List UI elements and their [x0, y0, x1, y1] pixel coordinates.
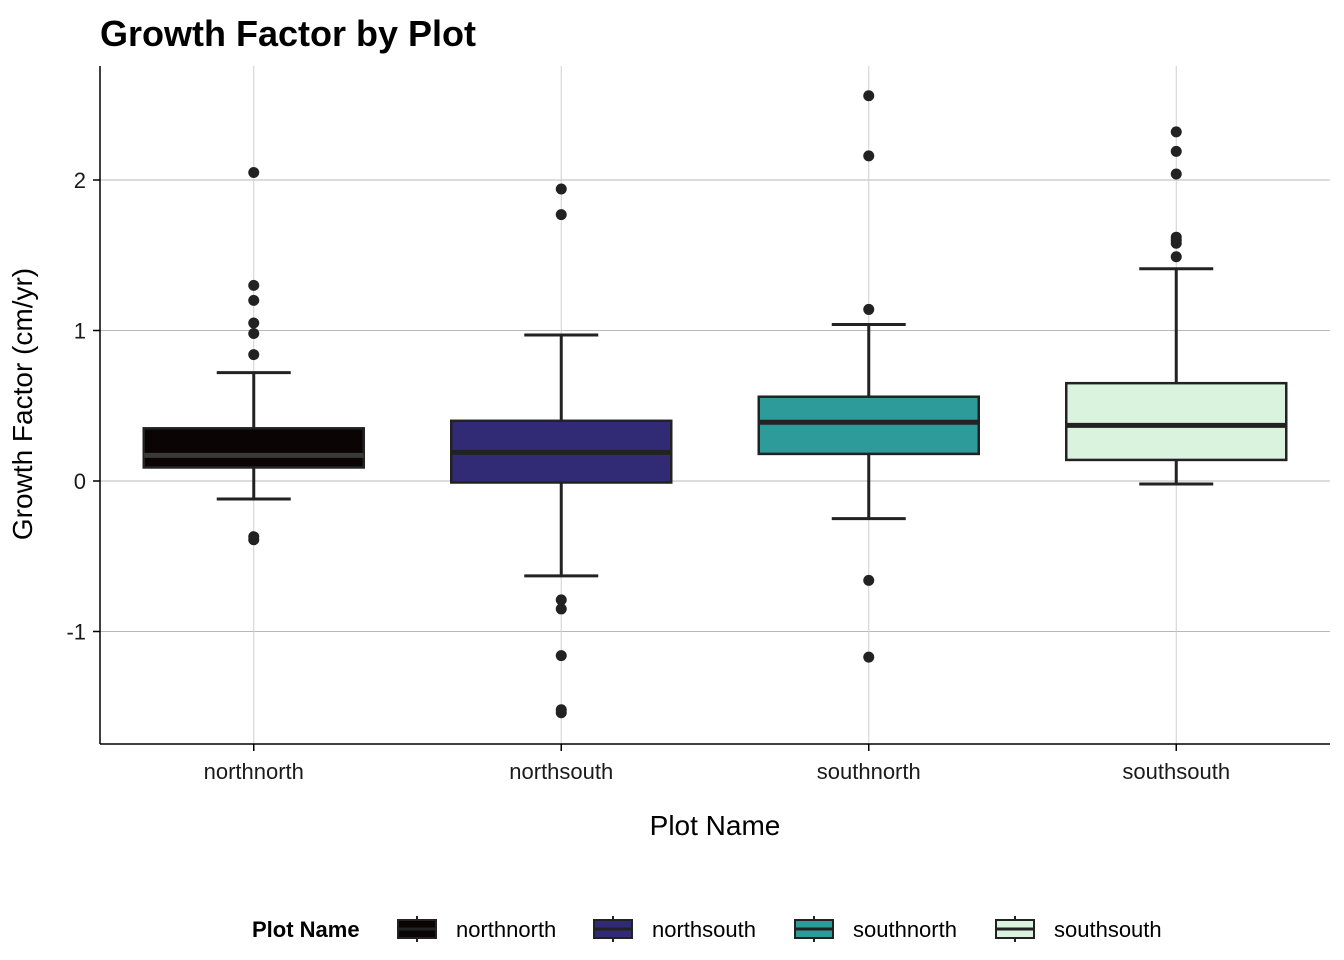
outlier-point — [863, 150, 875, 162]
x-tick-label: northnorth — [204, 759, 304, 784]
legend: Plot Name northnorth northsouth southnorth… — [252, 916, 1162, 942]
legend-item-southnorth: southnorth — [794, 916, 957, 942]
outlier-point — [1170, 168, 1182, 180]
outlier-point — [248, 328, 260, 340]
outlier-point — [555, 209, 567, 221]
box-northnorth — [142, 166, 365, 546]
box-southnorth — [757, 90, 980, 663]
outlier-point — [863, 651, 875, 663]
outlier-point — [1170, 237, 1182, 249]
y-tick-label: 2 — [74, 168, 86, 193]
iqr-box — [1065, 381, 1288, 462]
legend-label: southnorth — [853, 917, 957, 942]
outlier-point — [863, 574, 875, 586]
outlier-point — [1170, 126, 1182, 138]
legend-label: northnorth — [456, 917, 556, 942]
outlier-point — [863, 90, 875, 102]
outlier-point — [555, 650, 567, 662]
y-axis-ticks: -1 0 1 2 — [66, 168, 100, 645]
y-tick-label: -1 — [66, 620, 86, 645]
legend-item-northsouth: northsouth — [593, 916, 756, 942]
outlier-point — [555, 707, 567, 719]
outlier-point — [248, 349, 260, 361]
outlier-point — [248, 534, 260, 546]
x-axis-title: Plot Name — [650, 810, 781, 841]
outlier-point — [248, 317, 260, 329]
box-southsouth — [1065, 126, 1288, 486]
legend-label: southsouth — [1054, 917, 1162, 942]
box-northsouth — [450, 183, 673, 719]
outlier-point — [555, 594, 567, 606]
y-tick-label: 0 — [74, 469, 86, 494]
legend-item-northnorth: northnorth — [397, 916, 556, 942]
outlier-point — [1170, 145, 1182, 157]
chart-title: Growth Factor by Plot — [100, 13, 476, 54]
outlier-point — [248, 294, 260, 306]
x-tick-label: northsouth — [509, 759, 613, 784]
legend-item-southsouth: southsouth — [995, 916, 1162, 942]
x-tick-label: southsouth — [1122, 759, 1230, 784]
outlier-point — [555, 183, 567, 195]
y-tick-label: 1 — [74, 319, 86, 344]
y-axis-title: Growth Factor (cm/yr) — [7, 268, 38, 540]
legend-label: northsouth — [652, 917, 756, 942]
outlier-point — [555, 603, 567, 615]
iqr-box — [757, 395, 980, 456]
outlier-point — [863, 303, 875, 315]
legend-title: Plot Name — [252, 917, 360, 942]
x-tick-label: southnorth — [817, 759, 921, 784]
iqr-box — [142, 427, 365, 469]
outlier-point — [248, 279, 260, 291]
box-series — [142, 90, 1288, 719]
x-axis-ticks: northnorth northsouth southnorth southsouth — [204, 744, 1230, 784]
outlier-point — [1170, 251, 1182, 263]
outlier-point — [248, 166, 260, 178]
